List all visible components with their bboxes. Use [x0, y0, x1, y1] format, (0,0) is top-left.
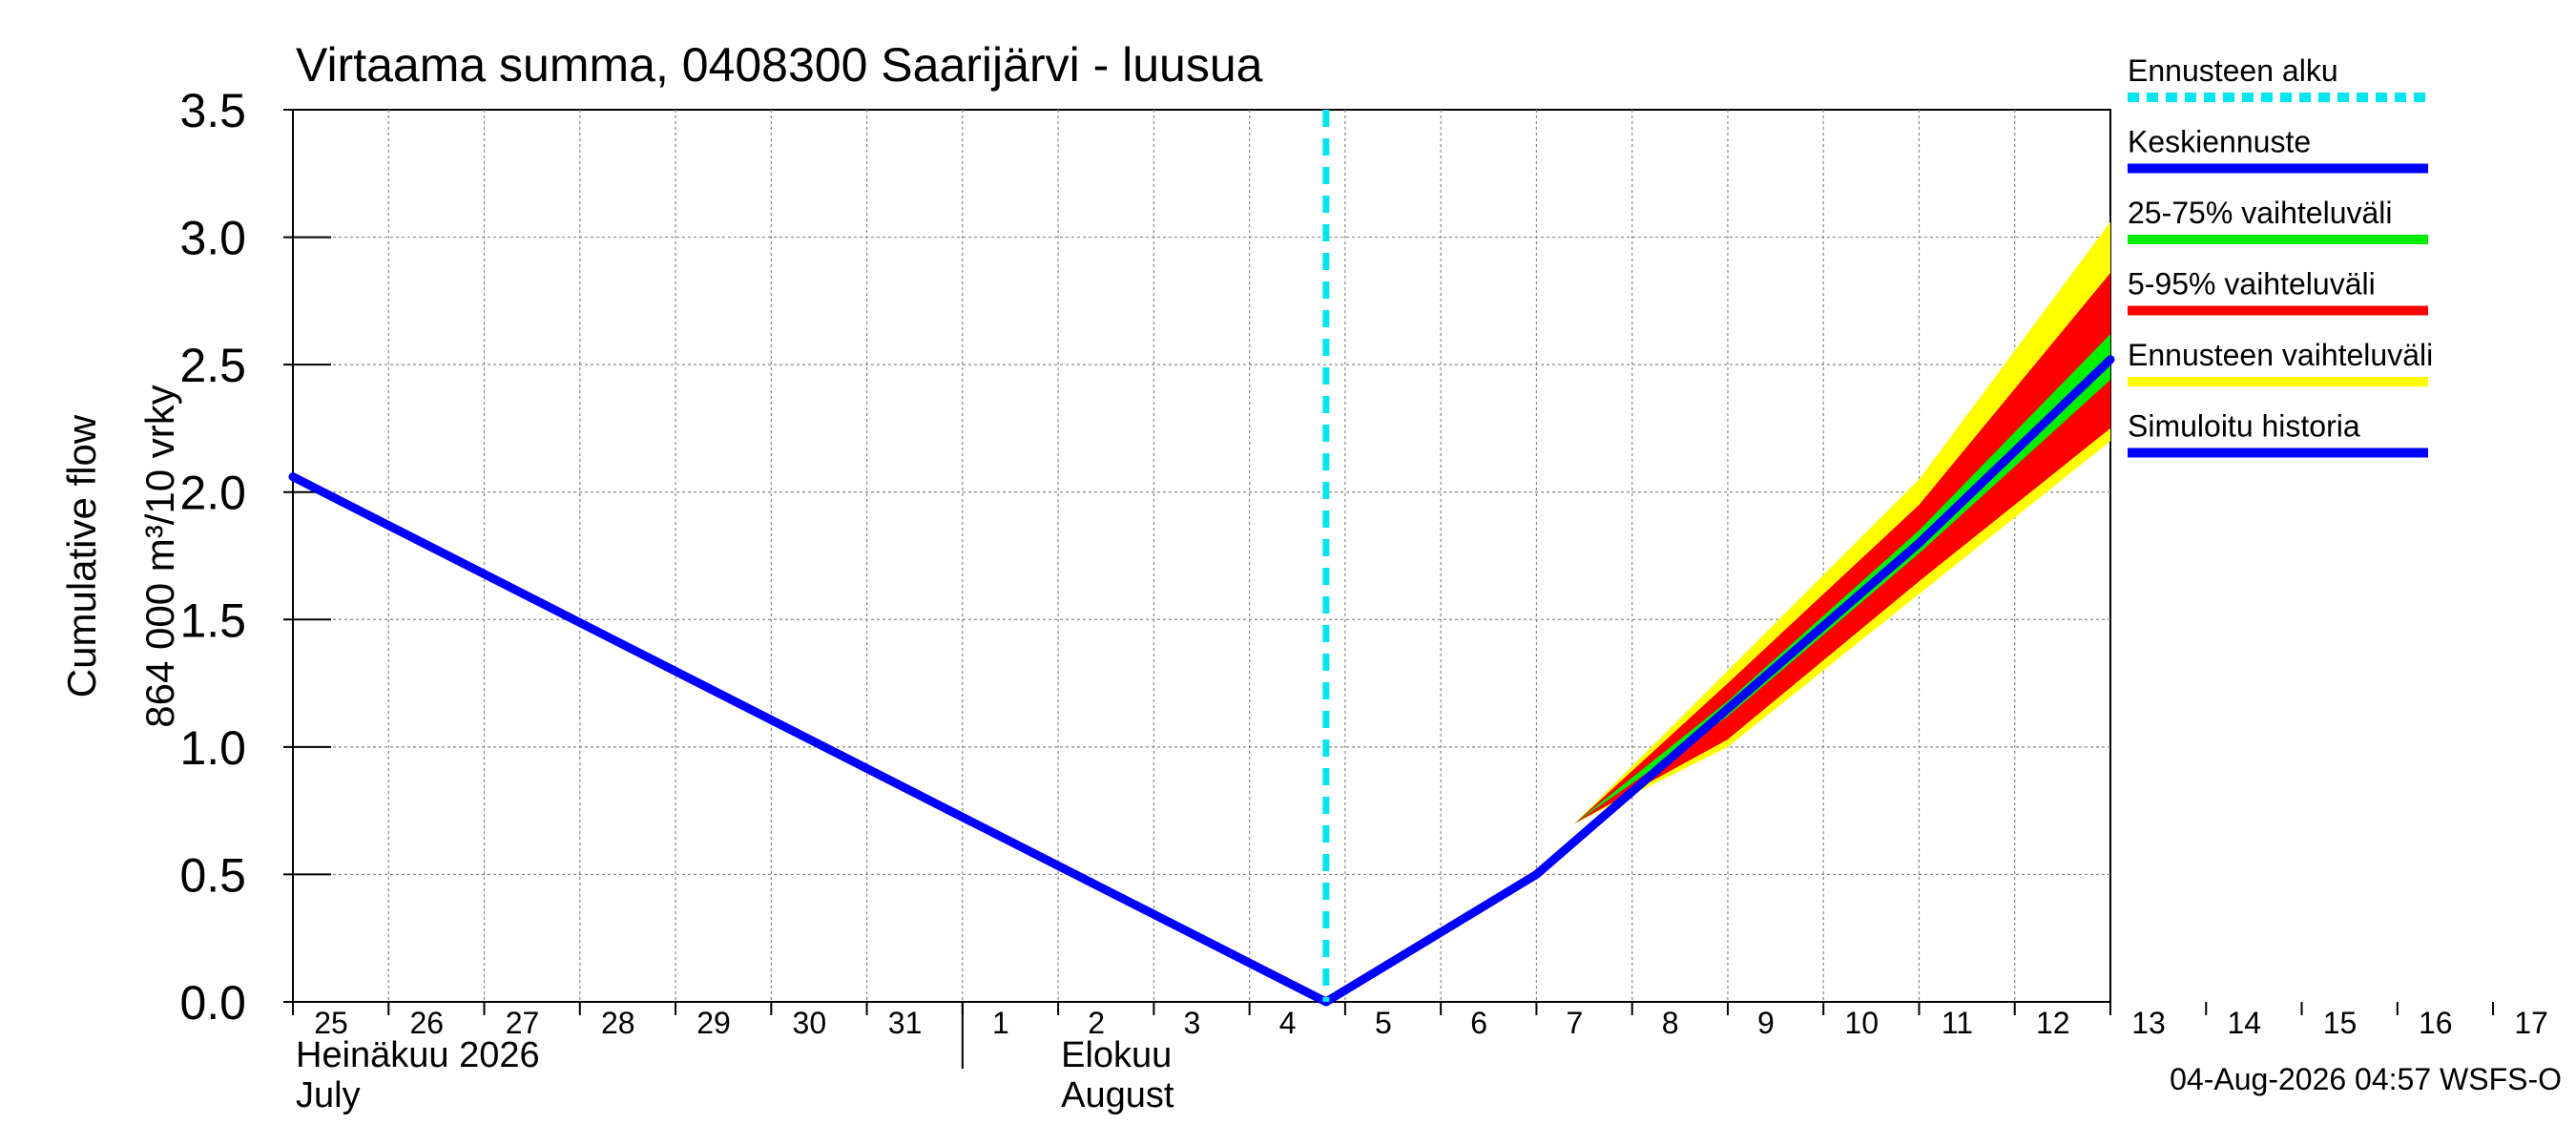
y-axis-label: Cumulative flow 864 000 m³/10 vrky — [59, 385, 182, 728]
chart-title: Virtaama summa, 0408300 Saarijärvi - luu… — [296, 38, 1263, 92]
x-tick-label: 31 — [888, 1006, 923, 1040]
legend-label: 5-95% vaihteluväli — [2128, 267, 2376, 302]
y-axis-label-line-1: Cumulative flow — [59, 414, 104, 697]
legend-label: Ennusteen vaihteluväli — [2128, 338, 2433, 372]
x-tick-label: 14 — [2227, 1006, 2261, 1040]
y-tick-label: 1.0 — [179, 721, 246, 775]
plot-area: 0.00.51.01.52.02.53.03.525 26 27 28 29 30 31 1 2… — [179, 84, 2547, 1115]
month-label-en: July — [296, 1075, 361, 1115]
x-tick-label: 12 — [2036, 1006, 2070, 1040]
forecast-range-band — [1574, 221, 2110, 824]
y-axis-label-line-2: 864 000 m³/10 vrky — [137, 385, 182, 728]
x-tick-label: 27 — [506, 1006, 540, 1040]
x-tick-label: 17 — [2514, 1006, 2548, 1040]
x-tick-label: 3 — [1183, 1006, 1200, 1040]
y-tick-label: 0.0 — [179, 976, 246, 1030]
median-forecast-line — [1321, 355, 2115, 1007]
legend: Ennusteen alku Keskiennuste 25-75% vaihtel… — [2128, 53, 2433, 458]
y-tick-label: 3.0 — [179, 212, 246, 265]
x-tick-label: 7 — [1567, 1006, 1584, 1040]
x-tick-label: 2 — [1088, 1006, 1105, 1040]
x-tick-label: 8 — [1662, 1006, 1679, 1040]
x-tick-label: 26 — [409, 1006, 444, 1040]
y-tick-label: 3.5 — [179, 84, 246, 137]
y-tick-label: 1.5 — [179, 593, 246, 647]
footer-timestamp: 04-Aug-2026 04:57 WSFS-O — [2170, 1062, 2562, 1096]
x-tick-label: 16 — [2419, 1006, 2453, 1040]
x-tick-label: 29 — [696, 1006, 731, 1040]
month-label-fi: Heinäkuu 2026 — [296, 1035, 540, 1075]
x-tick-label: 13 — [2131, 1006, 2166, 1040]
legend-label: Simuloitu historia — [2128, 409, 2360, 444]
x-tick-label: 4 — [1279, 1006, 1297, 1040]
x-tick-label: 6 — [1470, 1006, 1487, 1040]
x-tick-label: 9 — [1757, 1006, 1775, 1040]
x-tick-label: 11 — [1942, 1006, 1973, 1040]
x-tick-label: 5 — [1375, 1006, 1392, 1040]
x-tick-label: 28 — [601, 1006, 635, 1040]
simulated-history-line — [288, 472, 1331, 1007]
x-tick-label: 25 — [314, 1006, 348, 1040]
x-tick-label: 10 — [1844, 1006, 1879, 1040]
y-tick-label: 2.0 — [179, 467, 246, 520]
month-label-en: August — [1061, 1075, 1174, 1115]
legend-label: 25-75% vaihteluväli — [2128, 196, 2393, 230]
y-tick-label: 2.5 — [179, 339, 246, 392]
x-tick-label: 1 — [992, 1006, 1009, 1040]
y-tick-label: 0.5 — [179, 848, 246, 902]
x-tick-label: 15 — [2323, 1006, 2358, 1040]
x-tick-label: 30 — [793, 1006, 827, 1040]
legend-label: Ennusteen alku — [2128, 53, 2338, 88]
month-label-fi: Elokuu — [1061, 1035, 1172, 1075]
plot-frame — [292, 109, 2111, 1003]
legend-label: Keskiennuste — [2128, 125, 2311, 159]
